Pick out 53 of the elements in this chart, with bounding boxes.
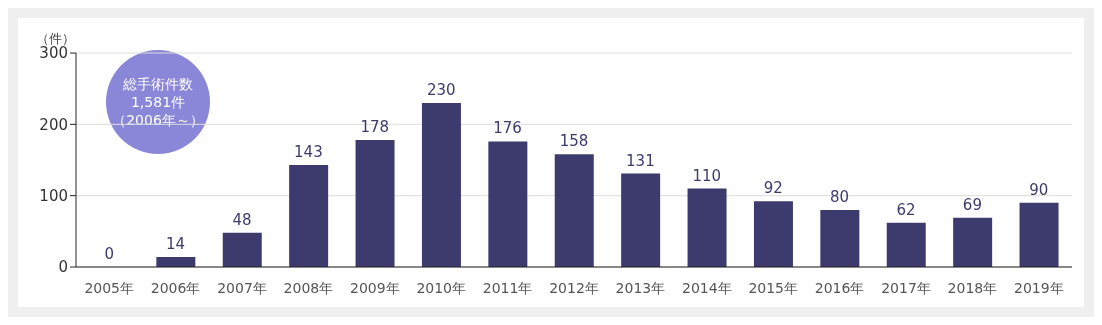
bar <box>355 140 395 267</box>
data-label: 131 <box>626 151 655 170</box>
data-label: 0 <box>104 245 114 263</box>
x-tick-label: 2014年 <box>681 279 732 296</box>
x-tick-label: 2013年 <box>615 279 666 296</box>
x-tick-label: 2015年 <box>748 279 799 296</box>
data-label: 110 <box>692 166 722 185</box>
data-label: 158 <box>559 132 589 151</box>
y-tick-label: 0 <box>58 258 68 277</box>
bar <box>222 232 262 267</box>
y-axis-title: （件） <box>36 30 75 47</box>
annotation: 総手術件数 <box>123 75 193 93</box>
bar <box>820 209 860 267</box>
data-label: 48 <box>232 210 252 229</box>
bar <box>488 141 528 267</box>
x-tick-label: 2017年 <box>881 279 931 296</box>
circle-badge: 総手術件数 1,581件 （2006年～） <box>106 50 210 154</box>
x-tick-label: 2008年 <box>283 279 334 296</box>
bar <box>554 154 594 267</box>
data-label: 69 <box>962 195 982 214</box>
y-tick-label: 100 <box>39 186 68 205</box>
data-label: 230 <box>426 80 456 99</box>
x-tick-label: 2019年 <box>1013 279 1064 296</box>
bar <box>421 102 461 267</box>
x-tick-label: 2006年 <box>150 279 201 296</box>
x-tick-label: 2018年 <box>947 279 998 296</box>
data-label: 90 <box>1029 180 1049 199</box>
annotation: （2006年～） <box>112 111 204 129</box>
data-label: 80 <box>830 187 850 206</box>
bar <box>753 201 793 267</box>
bar <box>621 173 661 267</box>
x-tick-label: 2010年 <box>416 279 467 296</box>
data-label: 143 <box>294 142 323 161</box>
bar <box>687 188 727 267</box>
bar <box>1019 202 1059 267</box>
x-tick-label: 2005年 <box>84 279 135 296</box>
x-tick-label: 2011年 <box>482 279 533 296</box>
x-tick-label: 2009年 <box>349 279 400 296</box>
bar <box>156 257 196 267</box>
data-label: 92 <box>763 179 783 198</box>
x-tick-label: 2016年 <box>814 279 865 296</box>
bar <box>289 164 329 267</box>
bar <box>886 222 926 267</box>
y-tick-label: 200 <box>39 115 68 134</box>
y-tick-label: 300 <box>39 44 68 63</box>
annotation: 1,581件 <box>130 93 186 111</box>
data-label: 176 <box>493 119 522 138</box>
data-label: 178 <box>360 118 390 137</box>
x-tick-label: 2012年 <box>549 279 599 296</box>
bar <box>953 217 993 267</box>
x-tick-label: 2007年 <box>217 279 267 296</box>
data-label: 14 <box>166 235 186 254</box>
data-label: 62 <box>896 200 916 219</box>
